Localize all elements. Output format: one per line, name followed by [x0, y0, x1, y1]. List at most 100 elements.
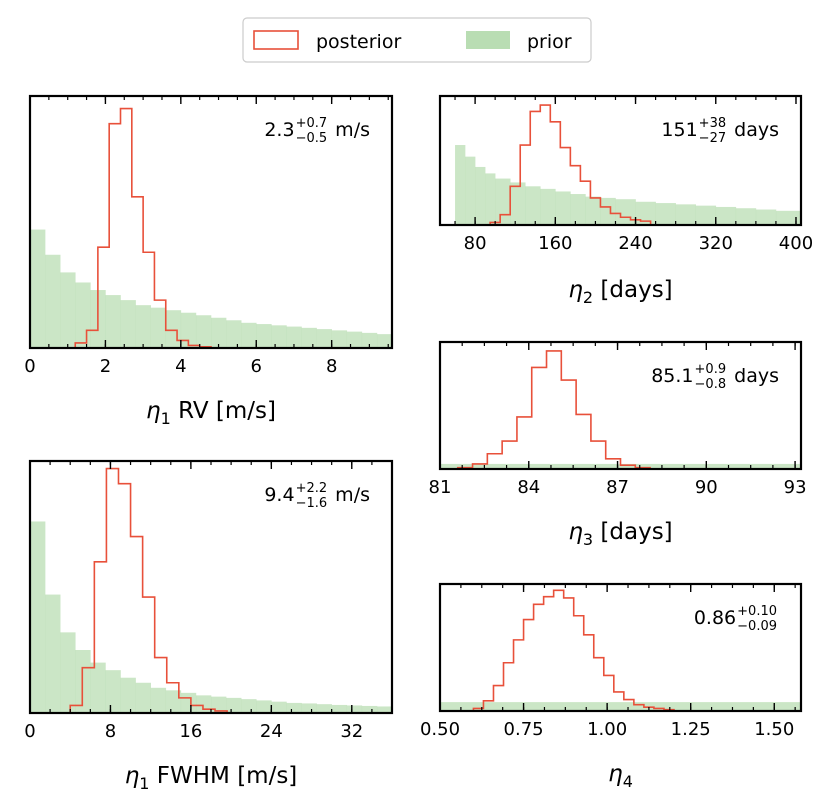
prior-bar: [455, 145, 466, 225]
tick-label: 90: [695, 477, 718, 498]
tick-label: 1.00: [587, 719, 627, 740]
legend-frame: [242, 17, 592, 63]
plot-area: [455, 104, 801, 225]
annotation-sub: −0.8: [695, 377, 727, 392]
legend-posterior-label: posterior: [316, 31, 401, 53]
panel-eta1-rv: 0 2 4 6 8 2.3 m/s+0.7−0.5 η1 RV [m/s]: [24, 94, 394, 428]
prior-bar: [331, 330, 348, 348]
prior-bar: [735, 208, 757, 225]
annotation-unit: days: [728, 365, 779, 387]
panels: 0 2 4 6 82.3 m/s+0.7−0.5η1 RV [m/s]0 8 16 24 329…: [24, 94, 813, 793]
posterior-step: [69, 467, 228, 713]
axis-label-sub: 1: [139, 774, 149, 793]
tick-label: 8: [105, 721, 116, 742]
prior-bar: [301, 327, 317, 348]
prior-bar: [540, 188, 556, 225]
prior-bar: [286, 702, 302, 713]
axis-label: η4: [608, 761, 633, 791]
axes-frame: [28, 94, 394, 350]
prior-bar: [256, 700, 272, 713]
tick-label: 320: [699, 233, 733, 254]
prior-bar: [271, 701, 287, 713]
prior-bar: [655, 203, 676, 225]
axis-label: η1 RV [m/s]: [146, 398, 276, 428]
prior-bar: [180, 312, 197, 348]
tick-label: 240: [618, 233, 652, 254]
axis-label: η1 FWHM [m/s]: [125, 763, 298, 793]
tick-label: 0: [24, 356, 35, 377]
annotation: 2.3 m/s: [264, 119, 370, 141]
prior-bar: [180, 692, 197, 713]
prior-bar: [241, 322, 257, 348]
tick-label: 8: [326, 356, 337, 377]
prior-bar: [555, 191, 571, 225]
prior-bar: [510, 182, 526, 225]
posterior-step: [489, 104, 652, 225]
prior-bar: [361, 705, 378, 713]
tick-label: 84: [517, 477, 540, 498]
axis-label-symbol: η: [608, 761, 623, 787]
prior-bar: [570, 194, 586, 225]
annotation-sub: −1.6: [296, 496, 328, 511]
prior-bar: [105, 295, 121, 348]
prior-bar: [695, 205, 717, 225]
annotation-sub: −27: [699, 131, 726, 146]
axis-label-symbol: η: [146, 398, 161, 424]
prior-bar: [90, 662, 106, 713]
prior-bar: [346, 705, 363, 713]
annotation: 151 days: [661, 119, 779, 141]
legend-prior-label: prior: [527, 31, 572, 53]
annotation-unit: m/s: [329, 119, 370, 141]
posterior-step: [74, 107, 212, 348]
plot-area: [30, 107, 392, 348]
annotation-unit: days: [728, 119, 779, 141]
annotation-sub: −0.5: [296, 131, 328, 146]
prior-bar: [211, 317, 227, 348]
axis-label-sub: 2: [583, 288, 593, 307]
prior-bar: [120, 677, 136, 713]
tick-label: 0.50: [420, 719, 460, 740]
plot-area: [440, 350, 801, 469]
prior-bar: [485, 173, 496, 225]
prior-bar: [120, 300, 136, 348]
prior-bar: [316, 704, 332, 713]
prior-bar: [30, 229, 46, 348]
tick-label: 4: [175, 356, 186, 377]
annotation-sup: +38: [699, 116, 726, 131]
axes-frame: [438, 582, 803, 713]
annotation-sup: +0.7: [296, 116, 328, 131]
prior-bar: [376, 334, 392, 348]
prior-bar: [165, 690, 182, 713]
annotation: 0.86: [694, 607, 736, 629]
prior-bar: [286, 326, 302, 348]
prior-bar: [45, 594, 61, 713]
axis-label-sub: 3: [583, 530, 593, 549]
axes-frame: [438, 94, 803, 227]
prior-bar: [440, 463, 801, 469]
annotation-value: 9.4: [264, 484, 294, 506]
prior-bar: [60, 632, 76, 713]
tick-label: 24: [260, 721, 283, 742]
prior-bar: [165, 310, 182, 348]
plot-area: [30, 467, 392, 713]
axis-label: η3 [days]: [568, 519, 672, 549]
legend-prior-swatch: [466, 31, 510, 49]
tick-label: 1.25: [671, 719, 711, 740]
prior-bar: [585, 196, 601, 225]
panel-eta1-fwhm: 0 8 16 24 32 9.4 m/s+2.2−1.6 η1 FWHM [m/s]: [24, 459, 394, 793]
panel-eta3: 81 84 87 90 93 85.1 days+0.9−0.8 η3 [days]: [429, 340, 807, 549]
prior-bar: [45, 254, 61, 348]
tick-label: 87: [606, 477, 629, 498]
tick-label: 0.75: [504, 719, 544, 740]
axis-label-symbol: η: [125, 763, 140, 789]
tick-label: 6: [251, 356, 262, 377]
prior-bar: [30, 521, 46, 713]
prior-bar: [440, 702, 801, 711]
prior-bar: [195, 695, 212, 713]
axis-label-rest: [days]: [593, 519, 673, 545]
annotation: 9.4 m/s: [264, 484, 370, 506]
prior-bar: [346, 331, 363, 348]
prior-bar: [105, 670, 121, 713]
prior-bar: [331, 704, 348, 713]
